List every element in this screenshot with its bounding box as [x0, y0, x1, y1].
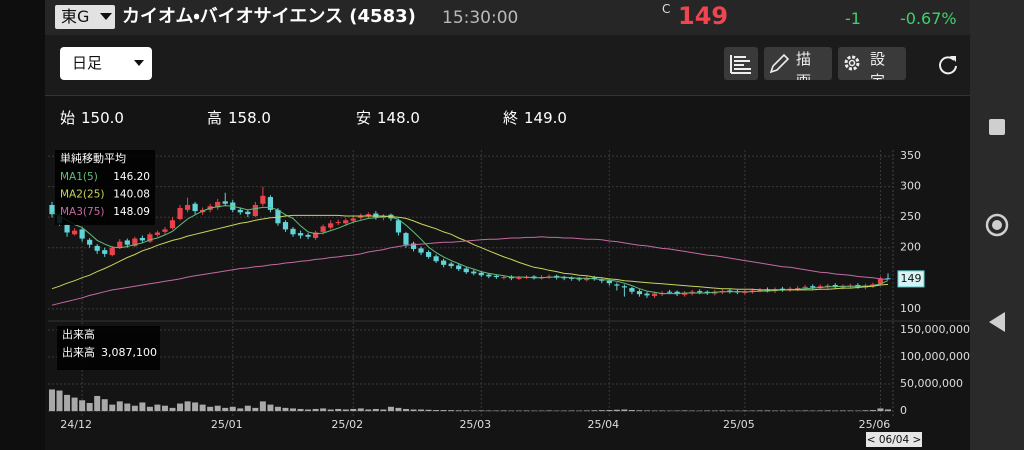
- ohlc-row: [45, 96, 970, 144]
- ohlc-value: 149.0: [524, 109, 567, 127]
- ohlc-value: 158.0: [228, 109, 271, 127]
- price-flag: C: [662, 2, 671, 16]
- period: 日足: [72, 54, 103, 72]
- ohlc-label: 高: [207, 109, 223, 127]
- pen-icon: [769, 53, 790, 74]
- ohlc-label: 終: [503, 109, 519, 127]
- draw-button-label: 描画: [796, 50, 812, 80]
- ohlc-value: 148.0: [377, 109, 420, 127]
- list-icon: [730, 55, 751, 74]
- price-change-pct: -0.67%: [900, 9, 957, 28]
- home-button[interactable]: [985, 213, 1009, 237]
- stock-name: カイオム・バイオサイエンス (4583): [122, 6, 416, 27]
- home-button-dot: [992, 220, 1002, 230]
- refresh-button[interactable]: [936, 52, 960, 76]
- draw-button[interactable]: 描画: [764, 47, 832, 80]
- ohlc-close: 終 149.0: [503, 107, 567, 129]
- settings-button-label: 設定: [870, 50, 886, 80]
- ohlc-high: 高 158.0: [207, 107, 271, 129]
- ohlc-value: 150.0: [81, 109, 124, 127]
- ohlc-low: 安 148.0: [356, 107, 420, 129]
- settings-button[interactable]: 設定: [838, 47, 906, 80]
- left-edge: [0, 0, 45, 450]
- ohlc-label: 安: [356, 109, 372, 127]
- period-dropdown[interactable]: 日足: [60, 47, 152, 80]
- gear-icon: [844, 55, 860, 71]
- price-change: -1: [845, 9, 861, 28]
- recent-apps-button[interactable]: [989, 119, 1005, 135]
- ohlc-label: 始: [60, 109, 76, 127]
- quote-time: 15:30:00: [442, 8, 519, 28]
- exchange: 東G: [61, 7, 90, 26]
- dropdown-arrow: [134, 60, 144, 66]
- nav-icons: [985, 119, 1009, 332]
- header-bar: [45, 0, 970, 35]
- ohlc-open: 始 150.0: [60, 107, 124, 129]
- indicator-list-button[interactable]: [724, 47, 758, 80]
- exchange-dropdown[interactable]: 東G: [55, 5, 115, 29]
- dropdown-arrow: [100, 13, 112, 20]
- back-button[interactable]: [989, 312, 1005, 332]
- current-price: 149: [678, 2, 729, 30]
- android-nav-bar: [970, 0, 1024, 450]
